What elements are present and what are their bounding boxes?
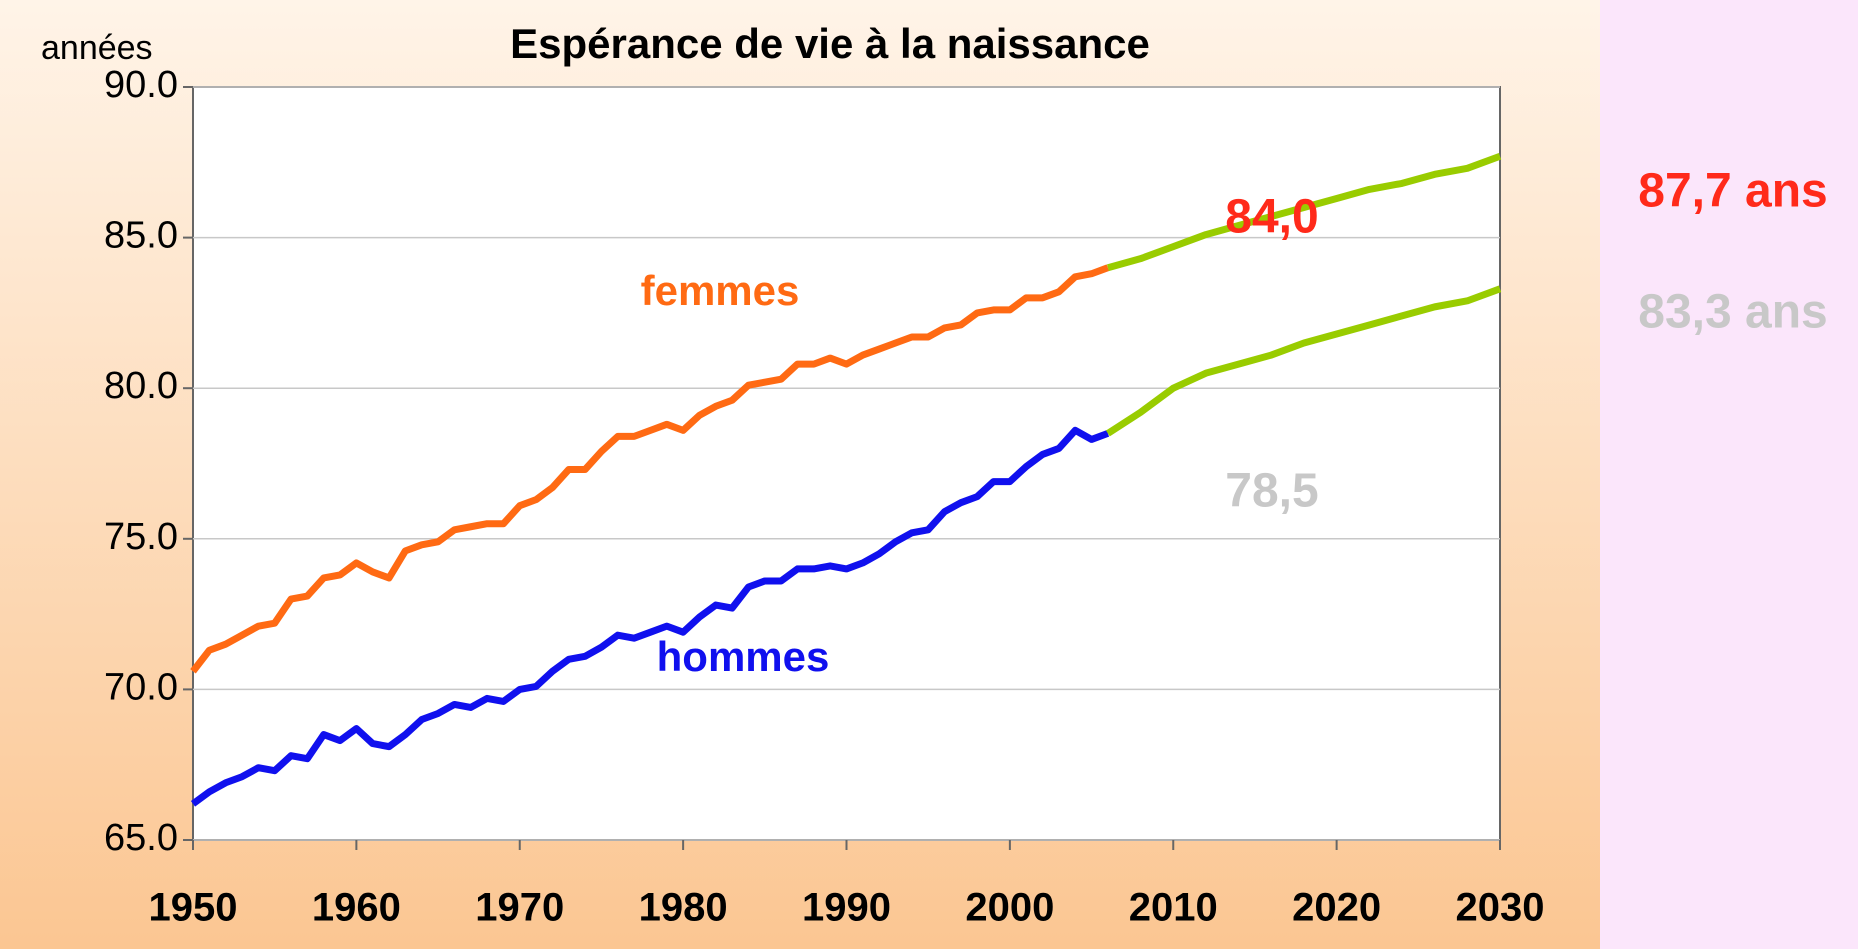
x-tick-label: 1950 xyxy=(149,886,238,930)
series-line xyxy=(190,264,1110,674)
annotation: 87,7 ans xyxy=(1638,165,1827,218)
y-tick-label: 70.0 xyxy=(104,666,178,708)
chart-title: Espérance de vie à la naissance xyxy=(510,20,1150,67)
x-tick-label: 1960 xyxy=(312,886,401,930)
series-line xyxy=(190,426,1110,807)
y-tick-label: 80.0 xyxy=(104,365,178,407)
x-tick-label: 2030 xyxy=(1456,886,1545,930)
y-axis-label: années xyxy=(41,29,153,67)
y-tick-label: 65.0 xyxy=(104,817,178,859)
x-tick-label: 1990 xyxy=(802,886,891,930)
x-tick-label: 2000 xyxy=(965,886,1054,930)
series-line xyxy=(1106,152,1502,272)
annotation: 78,5 xyxy=(1225,465,1318,518)
y-tick-label: 90.0 xyxy=(104,64,178,106)
annotation: 84,0 xyxy=(1225,191,1318,244)
series-line xyxy=(1106,285,1502,437)
x-tick-label: 2020 xyxy=(1292,886,1381,930)
annotation: hommes xyxy=(657,633,830,680)
x-tick-label: 1980 xyxy=(639,886,728,930)
annotation: 83,3 ans xyxy=(1638,286,1827,339)
y-tick-label: 85.0 xyxy=(104,215,178,257)
annotation: femmes xyxy=(641,267,800,314)
x-tick-label: 1970 xyxy=(475,886,564,930)
y-tick-label: 75.0 xyxy=(104,516,178,558)
x-tick-label: 2010 xyxy=(1129,886,1218,930)
